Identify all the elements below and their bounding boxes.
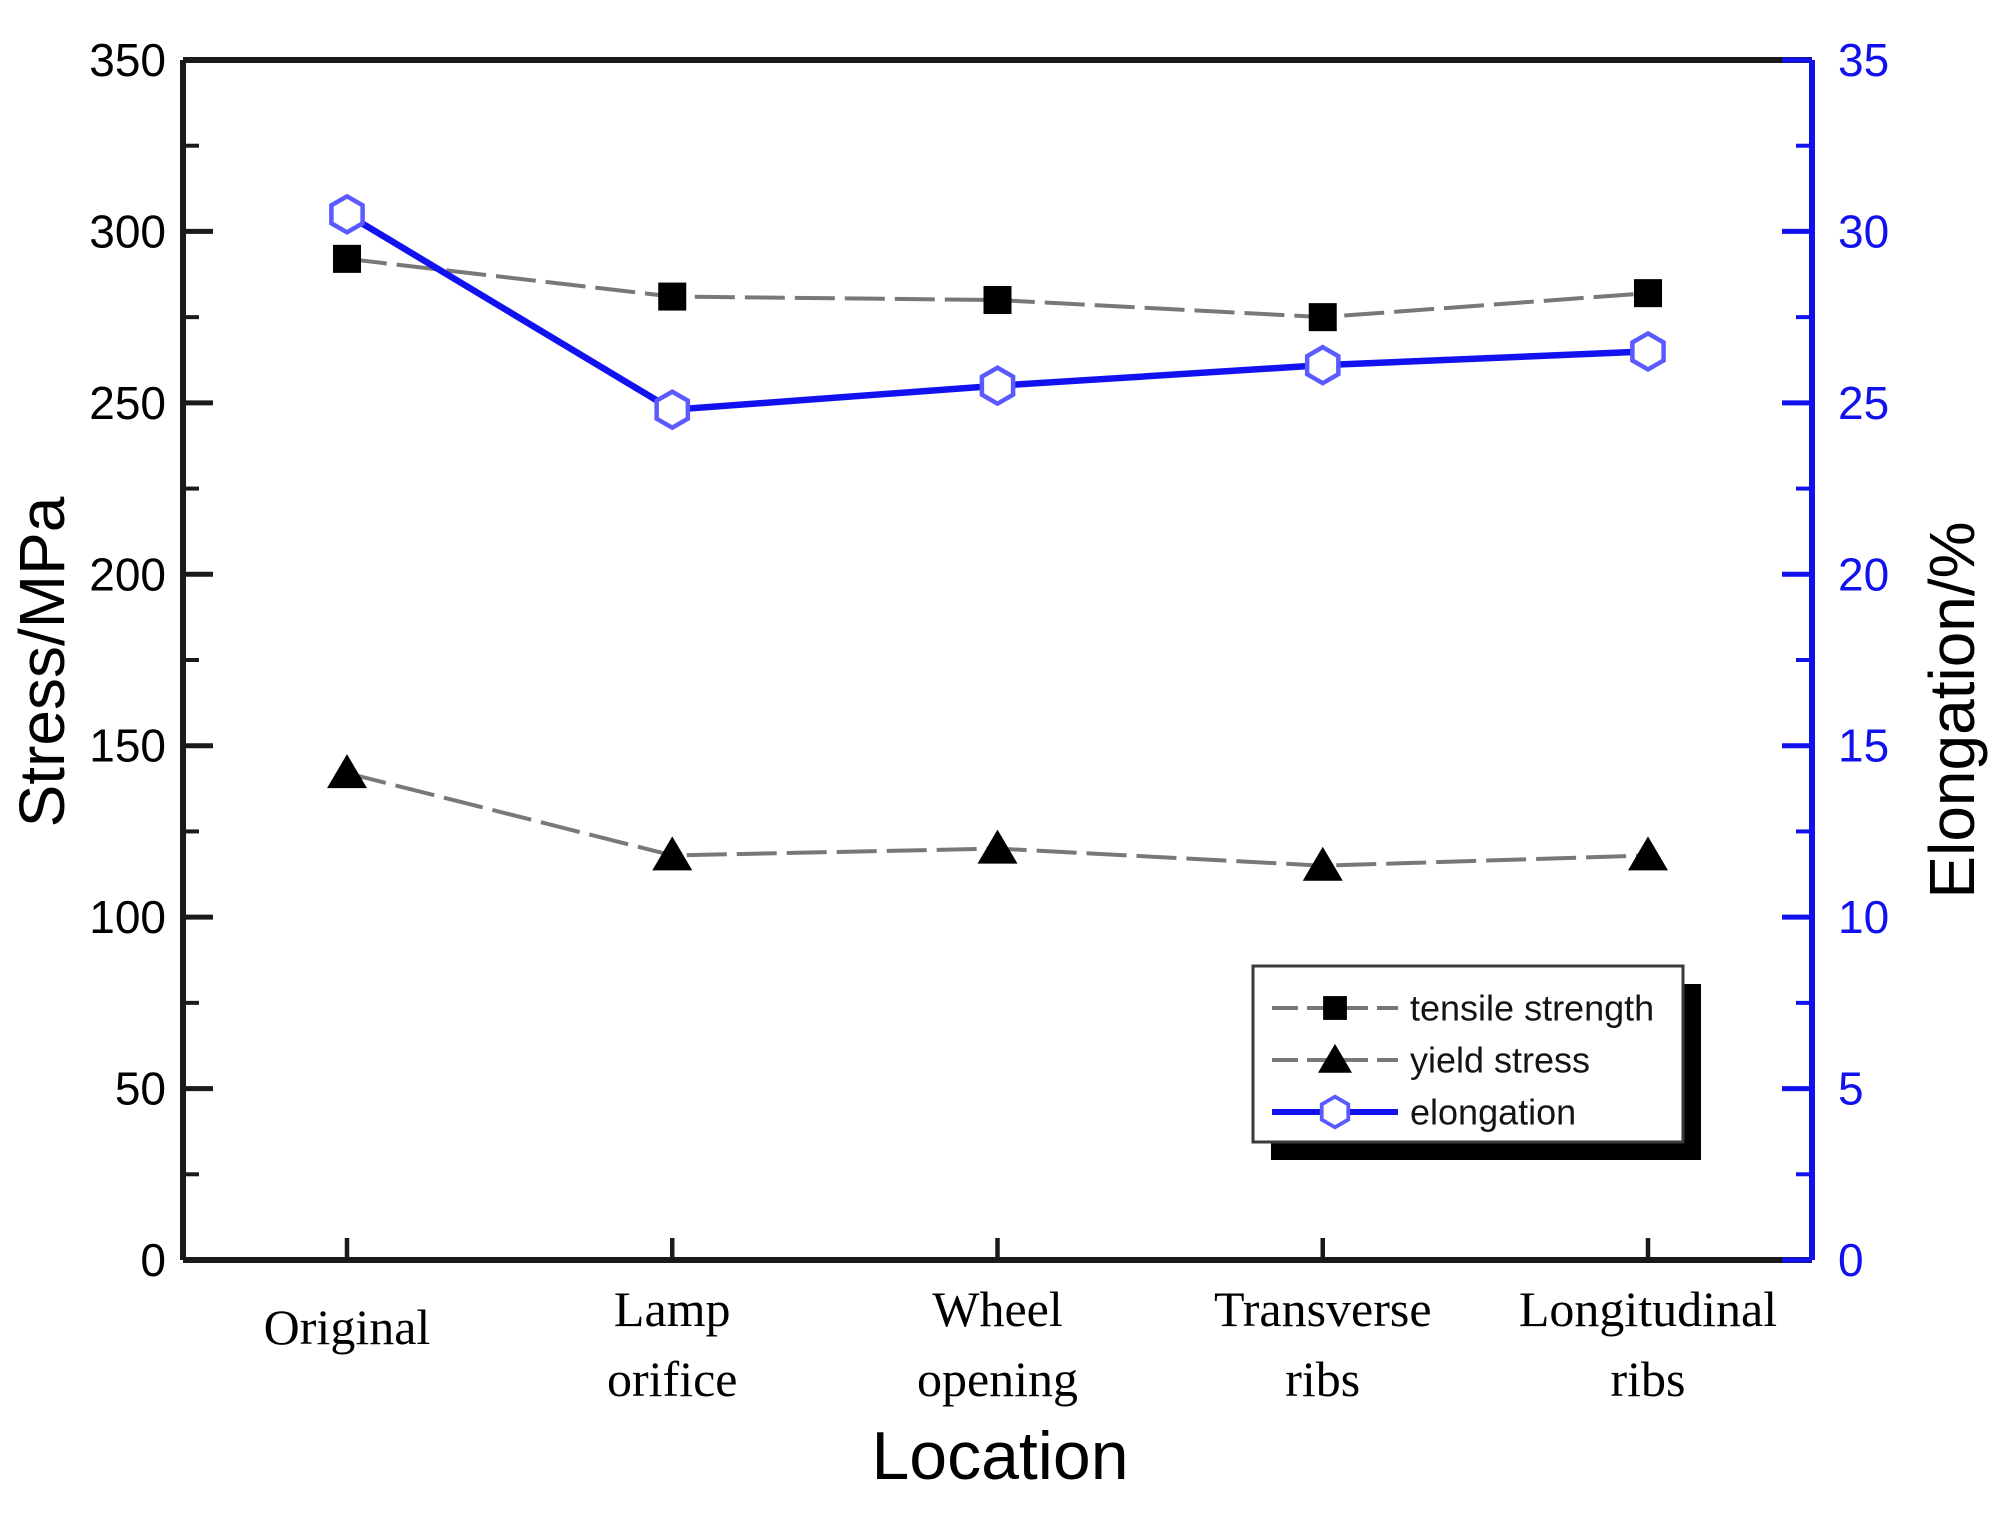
elongation-marker xyxy=(329,193,365,235)
left-axis-tick-label: 350 xyxy=(89,34,166,86)
yield-stress-marker xyxy=(977,829,1018,864)
left-axis-tick-label: 100 xyxy=(89,891,166,943)
x-axis-title: Location xyxy=(871,1418,1129,1494)
left-axis-tick-label: 150 xyxy=(89,720,166,772)
tensile-strength-marker xyxy=(658,282,687,311)
tensile-strength-marker xyxy=(1634,279,1662,308)
elongation-marker xyxy=(1304,344,1341,386)
tensile-strength-legend-marker-icon xyxy=(1323,996,1347,1020)
tensile-strength-marker xyxy=(1308,303,1337,332)
right-axis-tick-label: 35 xyxy=(1838,34,1889,86)
elongation-marker xyxy=(1630,330,1666,373)
tensile-strength-marker xyxy=(333,244,361,273)
right-axis-tick-label: 10 xyxy=(1838,891,1889,943)
right-axis-tick-label: 15 xyxy=(1838,720,1889,772)
yield-stress-marker xyxy=(1302,846,1343,881)
left-axis-title: Stress/MPa xyxy=(6,496,78,828)
right-axis-tick-label: 5 xyxy=(1838,1063,1864,1115)
right-axis-title: Elongation/% xyxy=(1916,521,1988,899)
x-category-label: Longitudinal ribs xyxy=(1519,1281,1777,1407)
yield-stress-marker xyxy=(327,754,367,789)
left-axis-tick-label: 300 xyxy=(89,205,166,257)
legend-entry-label: yield stress xyxy=(1410,1040,1590,1081)
elongation-marker xyxy=(979,365,1016,407)
yield-stress-legend-marker-icon xyxy=(1318,1043,1352,1073)
yield-stress-marker xyxy=(652,836,693,871)
legend-entry-label: elongation xyxy=(1410,1092,1576,1133)
tensile-strength-marker xyxy=(983,286,1012,314)
right-axis-tick-label: 25 xyxy=(1838,377,1889,429)
right-axis-tick-label: 30 xyxy=(1838,205,1889,257)
left-axis-tick-label: 250 xyxy=(89,377,166,429)
yield-stress-marker xyxy=(1628,836,1668,871)
left-axis-tick-label: 0 xyxy=(140,1234,166,1286)
legend-entry-label: tensile strength xyxy=(1410,988,1654,1029)
elongation-legend-marker-icon xyxy=(1319,1094,1351,1130)
right-axis-tick-label: 20 xyxy=(1838,548,1889,600)
x-category-label: Lamp orifice xyxy=(607,1281,737,1407)
left-axis-tick-label: 50 xyxy=(115,1063,166,1115)
right-axis-tick-label: 0 xyxy=(1838,1234,1864,1286)
left-axis-tick-label: 200 xyxy=(89,548,166,600)
x-category-label: Wheel opening xyxy=(917,1281,1078,1407)
elongation-marker xyxy=(654,389,691,431)
x-category-label: Transverse ribs xyxy=(1214,1281,1432,1407)
x-category-label: Original xyxy=(264,1299,431,1355)
